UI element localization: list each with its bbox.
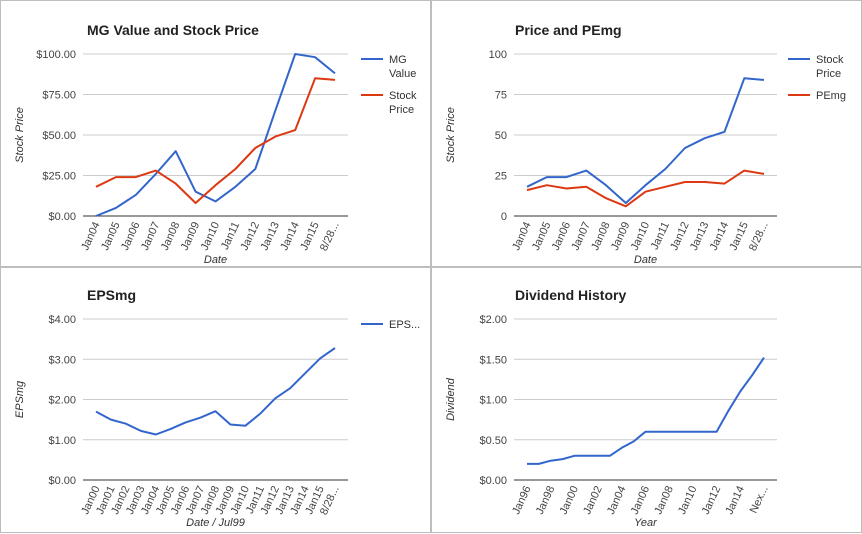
y-tick-label: $3.00 [48,354,76,366]
chart-svg: Dividend History $0.00 $0.50 $1.00 $1.50 $2.0… [445,287,777,529]
x-tick-label: Jan08 [652,484,676,516]
y-tick-label: $1.00 [479,395,507,407]
legend-label: PEmg [816,90,846,102]
y-tick-label: $1.50 [479,354,507,366]
y-axis-label: Stock Price [14,107,26,163]
y-tick-label: 25 [495,171,507,183]
chart-panel-price-pemg: Price and PEmg 0 25 50 75 100 Jan04 Jan05 Jan06 J… [431,0,862,267]
chart-svg: MG Value and Stock Price $0.00 $25.00 $50.0… [14,22,417,266]
legend-label: Stock [816,54,844,66]
x-axis-label: Date [204,254,227,266]
series-line-primary [527,357,765,465]
x-axis-label: Date / Jul99 [186,517,245,529]
legend-label: Value [389,68,416,80]
x-tick-label: Jan06 [629,484,653,516]
x-tick-label: Jan00 [558,484,582,516]
y-axis-label: Dividend [445,377,457,421]
y-tick-label: 100 [489,49,507,61]
series-line-secondary [526,169,765,208]
y-tick-label: $0.00 [479,475,507,487]
chart-title: MG Value and Stock Price [87,22,259,38]
chart-panel-dividend-history: Dividend History $0.00 $0.50 $1.00 $1.50 $2.0… [431,267,862,533]
x-tick-label: Jan10 [676,484,700,516]
y-tick-label: $4.00 [48,314,76,326]
series-line-primary [95,347,336,436]
y-tick-label: $1.00 [48,435,76,447]
x-tick-label: Jan02 [581,484,605,516]
legend-entry: EPS... [361,319,420,331]
x-tick-label: Jan10 [199,220,223,252]
y-tick-label: 50 [495,130,507,142]
x-tick-label: Jan04 [605,484,629,516]
y-tick-label: $75.00 [42,90,76,102]
x-axis-label: Year [634,517,658,529]
chart-svg: EPSmg$0.00$1.00$2.00$3.00$4.00Jan00Jan01… [14,287,420,529]
x-tick-label: Nex... [748,484,771,515]
x-tick-label: 8/28... [318,220,342,253]
chart-title: Price and PEmg [515,22,622,38]
legend-label: EPS... [389,319,420,331]
chart-panel-epsmg: EPSmg $0.00 $1.00 $2.00 $3.00 $4.00 Jan00 Jan01… [0,267,431,533]
y-tick-label: $100.00 [36,49,76,61]
y-tick-label: 75 [495,90,507,102]
series-line-primary [526,77,765,204]
chart-svg: Price and PEmg0255075100Jan04Jan05Jan06J… [445,22,846,266]
legend-label: Price [816,68,841,80]
y-axis-label: EPSmg [14,380,26,418]
y-tick-label: $25.00 [42,171,76,183]
x-tick-label: Jan98 [534,484,558,516]
y-axis-label: Stock Price [445,107,457,163]
legend-entry: MG Value [361,54,416,80]
series-line-primary [95,53,336,217]
chart-title: EPSmg [87,287,136,303]
legend-label: Price [389,104,414,116]
x-tick-label: Jan14 [723,484,747,516]
y-tick-label: $50.00 [42,130,76,142]
x-tick-label: Jan96 [510,484,534,516]
y-tick-label: $2.00 [48,395,76,407]
x-tick-label: Jan12 [700,484,724,516]
y-tick-label: $0.50 [479,435,507,447]
x-axis-label: Date [634,254,657,266]
y-tick-label: $0.00 [48,475,76,487]
chart-panel-mg-value: MG Value and Stock Price $0.00 $25.00 $50.0… [0,0,431,267]
legend-label: Stock [389,90,417,102]
series-line-secondary [95,77,336,204]
y-tick-label: $2.00 [479,314,507,326]
legend-entry: Stock Price [788,54,844,80]
legend-entry: PEmg [788,90,846,102]
chart-title: Dividend History [515,287,626,303]
y-tick-label: $0.00 [48,211,76,223]
legend-entry: Stock Price [361,90,417,116]
y-tick-label: 0 [501,211,507,223]
legend-label: MG [389,54,407,66]
